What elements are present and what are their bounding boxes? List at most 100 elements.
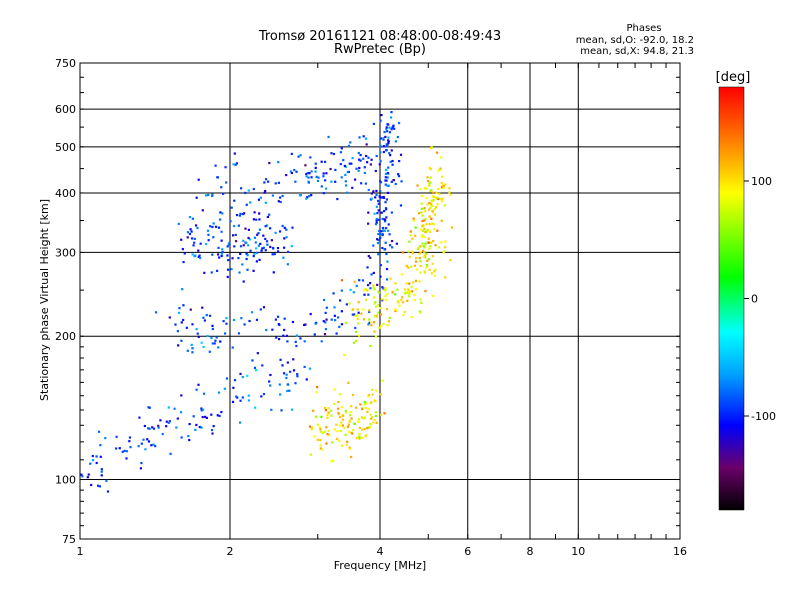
data-point-x: [429, 146, 433, 150]
x-tick-label: 1: [77, 545, 84, 558]
data-point-o: [348, 162, 351, 165]
data-point-x: [426, 229, 429, 232]
data-point-o: [243, 323, 246, 326]
data-point-x: [410, 315, 413, 318]
data-point-o: [309, 156, 312, 159]
data-point-o: [351, 186, 354, 189]
data-point-x: [359, 403, 362, 406]
data-point-x: [428, 223, 431, 226]
data-point-o: [203, 271, 206, 274]
data-point-x: [412, 219, 415, 222]
data-point-x: [351, 393, 355, 397]
data-point-x: [340, 444, 344, 447]
data-point-o: [291, 226, 294, 229]
chart-subtitle: RwPretec (Bp): [334, 42, 426, 57]
data-point-x: [419, 228, 422, 231]
data-point-o: [379, 160, 382, 163]
data-point-o: [200, 341, 203, 344]
data-point-o: [338, 325, 341, 328]
data-point-o: [393, 127, 396, 130]
data-point-x: [419, 271, 422, 274]
data-point-o: [254, 241, 257, 244]
data-point-o: [228, 241, 231, 245]
data-point-x: [319, 439, 322, 442]
data-point-x: [356, 308, 359, 311]
data-point-x: [448, 187, 451, 190]
data-point-o: [191, 351, 194, 354]
data-point-o: [239, 252, 242, 256]
data-point-x: [336, 429, 339, 433]
data-point-x: [433, 195, 436, 199]
data-point-x: [401, 301, 405, 304]
data-point-o: [226, 254, 229, 257]
data-point-o: [386, 130, 389, 133]
data-point-x: [408, 282, 411, 285]
data-point-o: [390, 149, 393, 152]
data-point-x: [413, 264, 416, 267]
data-point-o: [386, 260, 389, 263]
x-tick-label: 2: [227, 545, 234, 558]
data-point-o: [214, 164, 217, 167]
data-point-x: [401, 296, 404, 299]
data-point-o: [222, 192, 225, 195]
data-point-o: [241, 263, 244, 266]
data-point-o: [345, 303, 348, 306]
data-point-x: [442, 186, 445, 190]
data-point-x: [406, 299, 409, 302]
data-point-o: [264, 201, 267, 204]
data-point-o: [309, 312, 312, 316]
data-point-o: [357, 169, 360, 172]
data-point-o: [292, 358, 295, 361]
data-point-o: [157, 424, 160, 427]
data-point-o: [274, 318, 277, 321]
data-point-x: [437, 169, 440, 172]
data-point-o: [380, 113, 383, 117]
colorbar-ticks: 100 0 -100: [744, 175, 776, 423]
data-point-o: [176, 330, 180, 333]
data-point-x: [313, 435, 316, 438]
data-point-o: [200, 407, 203, 410]
data-point-o: [207, 239, 210, 242]
data-point-o: [387, 139, 390, 142]
data-point-x: [420, 207, 423, 210]
data-point-x: [414, 279, 418, 282]
data-point-o: [219, 340, 222, 343]
data-point-x: [408, 292, 411, 295]
data-point-o: [224, 166, 227, 169]
data-point-x: [419, 260, 422, 263]
data-point-x: [325, 442, 328, 445]
data-point-o: [303, 365, 306, 369]
data-point-o: [208, 350, 211, 353]
data-point-o: [169, 452, 172, 455]
data-point-o: [372, 122, 376, 126]
data-point-x: [428, 182, 431, 185]
data-point-x: [431, 262, 434, 265]
data-point-o: [188, 438, 191, 442]
data-point-o: [247, 236, 250, 240]
data-point-o: [295, 334, 298, 337]
data-point-x: [386, 293, 389, 296]
data-point-x: [403, 288, 407, 291]
data-point-o: [283, 317, 286, 320]
data-point-x: [405, 264, 408, 267]
data-point-x: [357, 334, 361, 337]
data-point-x: [433, 274, 436, 277]
data-point-o: [221, 212, 224, 215]
data-point-o: [182, 260, 185, 264]
data-point-x: [423, 227, 426, 231]
data-point-x: [419, 264, 422, 268]
data-point-o: [266, 180, 270, 183]
data-point-o: [320, 160, 323, 163]
data-point-o: [397, 174, 401, 178]
data-point-x: [377, 311, 380, 314]
data-point-o: [378, 163, 381, 166]
data-point-o: [370, 197, 373, 200]
data-point-x: [428, 241, 432, 244]
data-point-x: [358, 432, 361, 435]
data-point-o: [376, 283, 379, 286]
data-point-o: [385, 143, 388, 146]
data-point-o: [325, 318, 328, 321]
data-point-o: [197, 335, 200, 338]
data-point-x: [364, 435, 367, 438]
data-point-o: [294, 382, 297, 385]
